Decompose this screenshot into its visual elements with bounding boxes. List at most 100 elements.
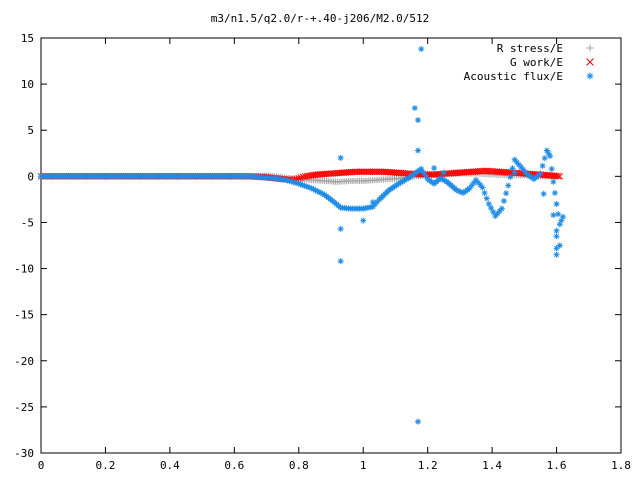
y-tick-label: 15 [21,32,34,45]
data-point-b [507,174,513,180]
data-point-b [550,212,556,218]
data-point [337,154,344,161]
data-point-b [441,170,447,176]
data-point-b [547,153,553,159]
data-point [415,117,421,124]
data-point [297,174,305,181]
data-point-b [475,180,481,185]
x-tick-label: 0.4 [160,459,180,472]
series-2 [38,46,594,425]
legend-marker [586,44,594,52]
data-point-b [554,201,560,207]
data-point-b [542,155,548,161]
y-tick-label: 10 [21,78,34,91]
legend-marker-b [586,58,594,66]
data-point-b [522,169,528,175]
data-point [418,165,425,172]
data-point-b [560,214,566,220]
data-point-b [442,178,448,184]
data-point [548,165,555,172]
x-tick-label: 0 [38,459,45,472]
data-point [360,217,367,224]
data-point [299,173,307,181]
data-point [369,199,376,206]
legend-marker [586,72,594,80]
data-point [554,172,562,180]
legend-label-r-stress: R stress/E [497,42,563,55]
series-layer [37,44,594,425]
data-point [500,197,507,204]
data-point-b [418,166,424,172]
x-tick-label: 0.8 [289,459,309,472]
data-point [547,153,554,160]
data-point-b [554,172,562,180]
data-point-b [297,174,305,181]
plot-frame [40,37,622,454]
chart-title: m3/n1.5/q2.0/r-+.40-j206/M2.0/512 [211,12,430,25]
data-point-b [512,157,518,163]
data-point [551,189,558,196]
data-point-b [554,252,560,258]
legend-marker-b [587,73,593,79]
data-point-b [412,105,418,111]
data-point [431,165,438,172]
data-point-b [479,184,485,190]
data-point-b [338,226,344,232]
data-point-b [510,165,515,171]
data-point [481,189,488,196]
data-point-b [499,206,505,212]
data-point-b [541,191,547,197]
data-point [415,147,421,154]
data-point [537,170,544,177]
y-tick-label: -20 [14,355,34,368]
data-point-b [477,182,483,188]
data-point [440,169,447,176]
data-point-b [514,159,520,165]
x-tick-label: 1.8 [611,459,631,472]
data-point-b [554,245,560,251]
data-point [553,201,560,207]
y-tick-label: -10 [14,263,34,276]
data-point [498,205,505,212]
data-point-b [473,177,479,183]
data-point-b [546,150,551,156]
data-point [553,245,560,252]
data-point [553,251,560,258]
data-point-b [415,148,421,153]
data-point-b [552,190,558,196]
data-point-b [540,163,546,169]
data-point [420,169,427,176]
y-tick-label: -25 [14,401,34,414]
data-point-b [440,176,446,182]
data-point [541,155,548,162]
data-point [505,182,512,189]
data-point [503,190,510,197]
data-point-b [415,117,421,123]
x-tick-label: 0.6 [224,459,244,472]
data-point-b [518,164,524,170]
data-point [539,162,546,169]
y-tick-label: -5 [21,216,34,229]
data-point [511,169,518,176]
legend: R stress/E G work/E Acoustic flux/E [464,42,563,83]
data-point-b [338,258,344,264]
data-point [507,173,514,180]
data-point-b [370,199,376,205]
data-point [483,195,490,202]
x-tick-label: 1.4 [482,459,502,472]
y-tick-label: 0 [27,170,34,183]
data-point [553,227,560,234]
data-point [411,105,418,112]
data-point [550,178,557,185]
data-point-b [490,209,496,215]
data-point-b [550,179,556,185]
data-point [555,211,562,218]
data-point-b [454,187,460,193]
axis-ticks: 0 0.2 0.4 0.6 0.8 1 1.2 1.4 1.6 1.8 15 10 5 0 -5 -10 -15… [14,32,631,472]
data-point-b [458,189,464,195]
legend-marker [586,58,594,66]
data-point-b [556,172,564,180]
data-point [395,180,402,187]
data-point-b [516,162,522,168]
